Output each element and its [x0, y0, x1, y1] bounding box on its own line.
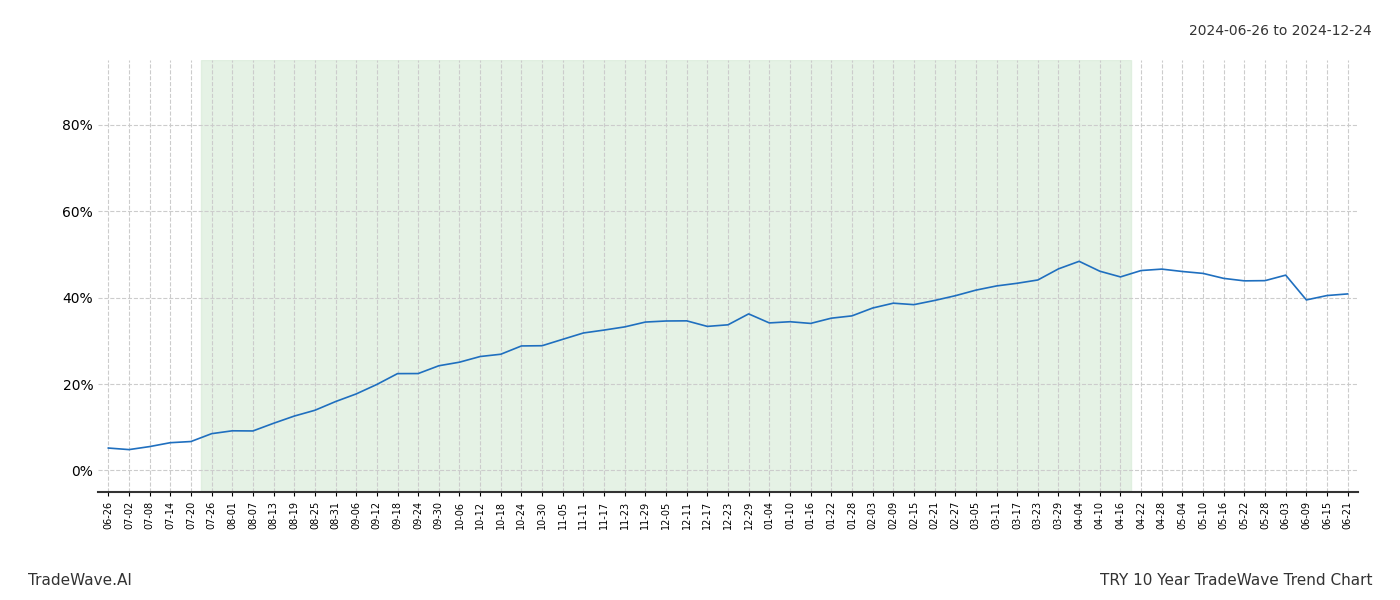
Text: TRY 10 Year TradeWave Trend Chart: TRY 10 Year TradeWave Trend Chart — [1099, 573, 1372, 588]
Text: 2024-06-26 to 2024-12-24: 2024-06-26 to 2024-12-24 — [1190, 24, 1372, 38]
Bar — [202, 60, 1131, 492]
Text: TradeWave.AI: TradeWave.AI — [28, 573, 132, 588]
